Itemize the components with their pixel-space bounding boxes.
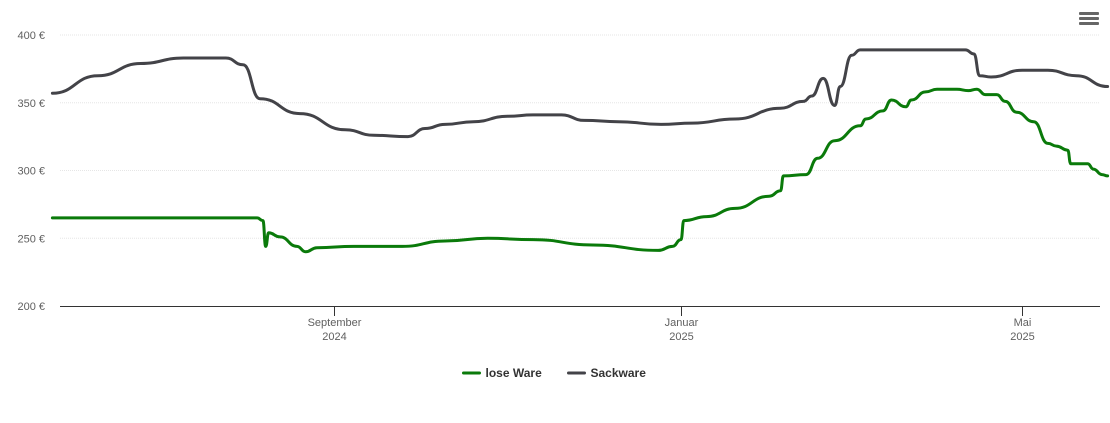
y-tick-label: 200 €	[17, 301, 45, 313]
y-tick-label: 400 €	[17, 30, 45, 42]
y-tick-label: 250 €	[17, 233, 45, 245]
x-tick-sublabel: 2025	[669, 331, 693, 343]
legend-item-sackware[interactable]: Sackware	[567, 366, 647, 380]
x-tick-sublabel: 2024	[322, 331, 346, 343]
x-tick-label: September	[308, 317, 362, 329]
menu-bar-icon	[1079, 17, 1099, 20]
legend-item-lose-ware[interactable]: lose Ware	[462, 366, 543, 380]
chart-gridlines	[60, 34, 1100, 239]
series-line-lose-ware[interactable]	[50, 87, 1110, 254]
chart-axes: 200 € 250 € 300 € 350 € 400 € September 2024 Ja…	[17, 30, 1100, 343]
x-tick-sublabel: 2025	[1010, 331, 1034, 343]
x-tick-label: Januar	[665, 317, 699, 329]
series-line-sackware[interactable]	[50, 48, 1110, 139]
chart-legend[interactable]: lose Ware Sackware	[462, 366, 647, 380]
y-tick-label: 300 €	[17, 166, 45, 178]
y-tick-label: 350 €	[17, 98, 45, 110]
menu-bar-icon	[1079, 22, 1099, 25]
x-tick-label: Mai	[1014, 317, 1032, 329]
chart-series	[50, 48, 1110, 254]
legend-label: lose Ware	[486, 366, 543, 380]
chart-menu-icon[interactable]	[1078, 10, 1100, 32]
menu-bar-icon	[1079, 12, 1099, 15]
legend-label: Sackware	[591, 366, 647, 380]
